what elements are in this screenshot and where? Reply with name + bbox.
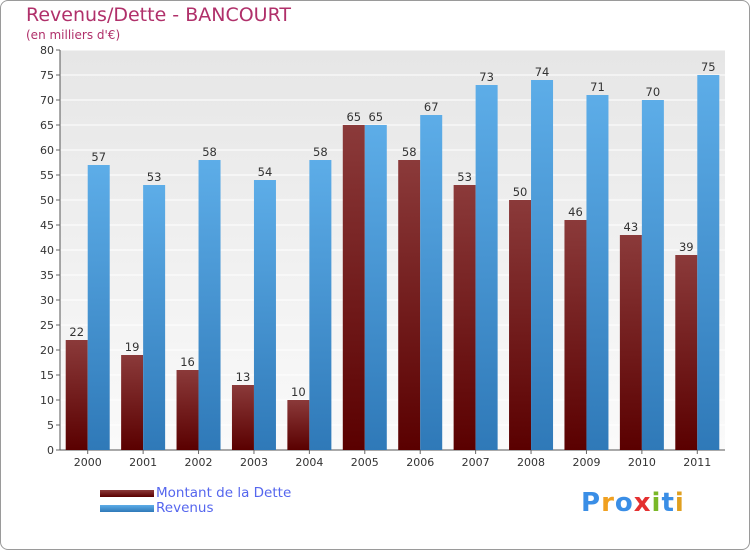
bar-revenus-2004: [309, 160, 332, 450]
data-label-revenus: 53: [147, 170, 162, 184]
logo-letter: i: [674, 488, 685, 518]
data-label-revenus: 54: [258, 165, 273, 179]
bar-dette-2002: [176, 370, 199, 450]
data-label-revenus: 57: [91, 150, 106, 164]
data-label-dette: 13: [236, 370, 251, 384]
data-label-dette: 22: [69, 325, 84, 339]
bar-dette-2004: [287, 400, 310, 450]
data-label-revenus: 75: [701, 60, 716, 74]
data-label-dette: 50: [513, 185, 528, 199]
data-label-dette: 46: [568, 205, 583, 219]
bar-revenus-2009: [586, 95, 609, 450]
x-tick-label: 2000: [74, 456, 102, 469]
bar-chart: 0 5 10 15 20 25 30 35 40 45 50 55 60 65 70 75 80 2000 22 57…: [40, 44, 725, 469]
bar-revenus-2005: [364, 125, 387, 450]
bar-revenus-2000: [87, 165, 110, 450]
logo-letter: r: [601, 488, 615, 518]
bar-dette-2008: [509, 200, 532, 450]
data-label-dette: 10: [291, 385, 306, 399]
data-label-dette: 19: [125, 340, 140, 354]
bar-revenus-2003: [253, 180, 276, 450]
data-label-dette: 58: [402, 145, 417, 159]
y-tick-label: 25: [40, 319, 54, 332]
y-tick-label: 55: [40, 169, 54, 182]
y-tick-label: 40: [40, 244, 54, 257]
legend-swatch-dette: [100, 490, 154, 497]
bar-revenus-2011: [697, 75, 720, 450]
logo-letter: i: [651, 488, 662, 518]
data-label-revenus: 70: [646, 85, 661, 99]
x-tick-label: 2004: [295, 456, 323, 469]
bar-dette-2010: [619, 235, 642, 450]
logo-letter: o: [614, 488, 634, 518]
data-label-dette: 65: [346, 110, 361, 124]
data-label-revenus: 73: [479, 70, 494, 84]
bar-revenus-2010: [641, 100, 664, 450]
legend-label-dette: Montant de la Dette: [156, 485, 292, 501]
data-label-dette: 43: [624, 220, 639, 234]
y-tick-label: 50: [40, 194, 54, 207]
data-label-dette: 53: [457, 170, 472, 184]
logo-letter: x: [633, 488, 652, 518]
chart-title: Revenus/Dette - BANCOURT: [26, 4, 291, 26]
data-label-revenus: 74: [535, 65, 550, 79]
y-tick-label: 75: [40, 69, 54, 82]
y-tick-label: 5: [47, 419, 54, 432]
x-tick-label: 2008: [517, 456, 545, 469]
bar-dette-2001: [121, 355, 144, 450]
bar-revenus-2006: [420, 115, 443, 450]
legend-item-dette: Montant de la Dette: [100, 486, 360, 501]
y-tick-label: 35: [40, 269, 54, 282]
x-tick-label: 2002: [185, 456, 213, 469]
y-tick-label: 70: [40, 94, 54, 107]
bar-revenus-2001: [143, 185, 166, 450]
data-label-revenus: 67: [424, 100, 439, 114]
y-tick-label: 80: [40, 44, 54, 57]
data-label-revenus: 58: [313, 145, 328, 159]
legend-swatch-revenus: [100, 505, 154, 512]
legend: Montant de la Dette Revenus: [100, 486, 360, 516]
logo-letter: t: [661, 488, 675, 518]
y-tick-label: 65: [40, 119, 54, 132]
y-tick-label: 45: [40, 219, 54, 232]
x-tick-label: 2001: [129, 456, 157, 469]
legend-label-revenus: Revenus: [156, 500, 214, 516]
x-tick-label: 2009: [572, 456, 600, 469]
y-tick-label: 10: [40, 394, 54, 407]
bar-revenus-2008: [531, 80, 554, 450]
y-tick-label: 30: [40, 294, 54, 307]
bar-dette-2000: [65, 340, 88, 450]
bar-dette-2005: [342, 125, 365, 450]
bar-dette-2006: [398, 160, 421, 450]
logo-letter: P: [581, 488, 602, 518]
data-label-revenus: 71: [590, 80, 605, 94]
x-tick-label: 2005: [351, 456, 379, 469]
bar-dette-2007: [453, 185, 476, 450]
y-tick-label: 60: [40, 144, 54, 157]
x-tick-label: 2006: [406, 456, 434, 469]
y-tick-label: 0: [47, 444, 54, 457]
data-label-dette: 39: [679, 240, 694, 254]
bar-revenus-2002: [198, 160, 221, 450]
bar-revenus-2007: [475, 85, 498, 450]
x-tick-label: 2007: [462, 456, 490, 469]
data-label-revenus: 58: [202, 145, 217, 159]
proxiti-logo: Proxiti: [581, 488, 685, 518]
y-tick-label: 15: [40, 369, 54, 382]
legend-item-revenus: Revenus: [100, 501, 360, 516]
x-tick-label: 2003: [240, 456, 268, 469]
bar-dette-2011: [675, 255, 698, 450]
bar-dette-2009: [564, 220, 587, 450]
bar-dette-2003: [231, 385, 254, 450]
data-label-revenus: 65: [368, 110, 383, 124]
chart-subtitle: (en milliers d'€): [26, 28, 121, 42]
x-tick-label: 2010: [628, 456, 656, 469]
x-tick-label: 2011: [683, 456, 711, 469]
y-tick-label: 20: [40, 344, 54, 357]
data-label-dette: 16: [180, 355, 195, 369]
